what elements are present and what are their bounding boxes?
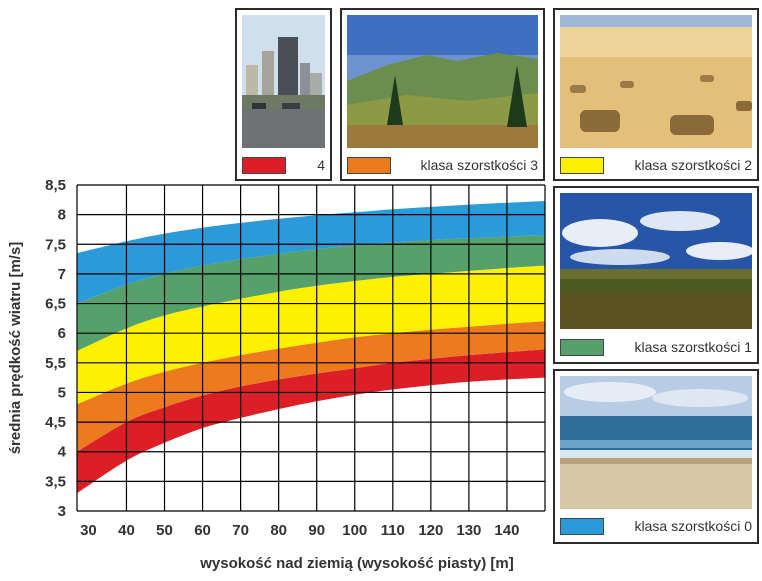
y-tick-label: 7,5 bbox=[45, 236, 66, 253]
x-tick-label: 70 bbox=[232, 522, 249, 539]
y-tick-label: 5,5 bbox=[45, 355, 66, 372]
legend-label: klasa szorstkości 3 bbox=[420, 157, 538, 173]
legend-panel-class-3: klasa szorstkości 3 bbox=[340, 8, 545, 181]
x-axis-ticks: 30 40 50 60 70 80 90 100 110 120 130 140 bbox=[80, 522, 519, 539]
mountain-meadow-photo bbox=[347, 15, 538, 148]
legend-swatch bbox=[560, 338, 604, 356]
legend-swatch bbox=[560, 517, 604, 535]
band-klasa-szorstkości-0 bbox=[77, 201, 545, 304]
legend-panel-class-2: klasa szorstkości 2 bbox=[553, 8, 759, 181]
legend-swatch bbox=[347, 156, 391, 174]
x-tick-label: 120 bbox=[418, 522, 443, 539]
city-photo bbox=[242, 15, 325, 148]
x-tick-label: 90 bbox=[308, 522, 325, 539]
y-tick-label: 6 bbox=[58, 325, 66, 342]
y-axis-ticks: 3 3,5 4 4,5 5 5,5 6 6,5 7 7,5 8 8,5 bbox=[45, 177, 67, 520]
band-klasa-szorstkości-2 bbox=[77, 265, 545, 405]
x-tick-label: 140 bbox=[494, 522, 519, 539]
y-tick-label: 7 bbox=[58, 266, 66, 283]
legend-panel-class-4: 4 bbox=[235, 8, 332, 181]
band-klasa-szorstkości-3 bbox=[77, 321, 545, 452]
hay-bales-photo bbox=[560, 15, 752, 148]
y-tick-label: 4,5 bbox=[45, 414, 66, 431]
bands-layer bbox=[77, 201, 545, 494]
legend-item-class-2: klasa szorstkości 2 bbox=[560, 156, 752, 174]
grid-layer bbox=[76, 184, 546, 512]
wind-speed-chart: 3 3,5 4 4,5 5 5,5 6 6,5 7 7,5 8 8,5 30 40 50 60 70 80 90 1… bbox=[7, 177, 546, 572]
legend-item-class-0: klasa szorstkości 0 bbox=[560, 517, 752, 535]
y-tick-label: 8 bbox=[58, 207, 66, 224]
x-axis-title: wysokość nad ziemią (wysokość piasty) [m… bbox=[199, 555, 513, 572]
y-tick-label: 4 bbox=[58, 444, 67, 461]
band-klasa-szorstkości-1 bbox=[77, 235, 545, 351]
x-tick-label: 110 bbox=[381, 522, 405, 539]
x-tick-label: 30 bbox=[80, 522, 97, 539]
sunflower-field-photo bbox=[560, 193, 752, 329]
sea-beach-photo bbox=[560, 376, 752, 509]
legend-panel-class-0: klasa szorstkości 0 bbox=[553, 369, 759, 544]
band-4 bbox=[77, 349, 545, 494]
legend-panel-class-1: klasa szorstkości 1 bbox=[553, 186, 759, 364]
y-tick-label: 6,5 bbox=[45, 296, 66, 313]
legend-label: klasa szorstkości 2 bbox=[634, 157, 752, 173]
legend-item-class-4: 4 bbox=[242, 156, 325, 174]
y-tick-label: 5 bbox=[58, 384, 66, 401]
legend-item-class-1: klasa szorstkości 1 bbox=[560, 338, 752, 356]
legend-swatch bbox=[242, 156, 286, 174]
x-tick-label: 60 bbox=[194, 522, 211, 539]
legend-label: klasa szorstkości 0 bbox=[634, 518, 752, 534]
legend-label: 4 bbox=[317, 157, 325, 173]
legend-swatch bbox=[560, 156, 604, 174]
y-axis-title: średnia prędkość wiatru [m/s] bbox=[7, 242, 24, 455]
x-tick-label: 80 bbox=[270, 522, 287, 539]
legend-label: klasa szorstkości 1 bbox=[634, 339, 752, 355]
x-tick-label: 100 bbox=[342, 522, 367, 539]
y-tick-label: 8,5 bbox=[45, 177, 66, 194]
x-tick-label: 40 bbox=[118, 522, 135, 539]
legend-item-class-3: klasa szorstkości 3 bbox=[347, 156, 538, 174]
y-tick-label: 3,5 bbox=[45, 473, 66, 490]
x-tick-label: 130 bbox=[456, 522, 481, 539]
y-tick-label: 3 bbox=[58, 503, 66, 520]
x-tick-label: 50 bbox=[156, 522, 173, 539]
